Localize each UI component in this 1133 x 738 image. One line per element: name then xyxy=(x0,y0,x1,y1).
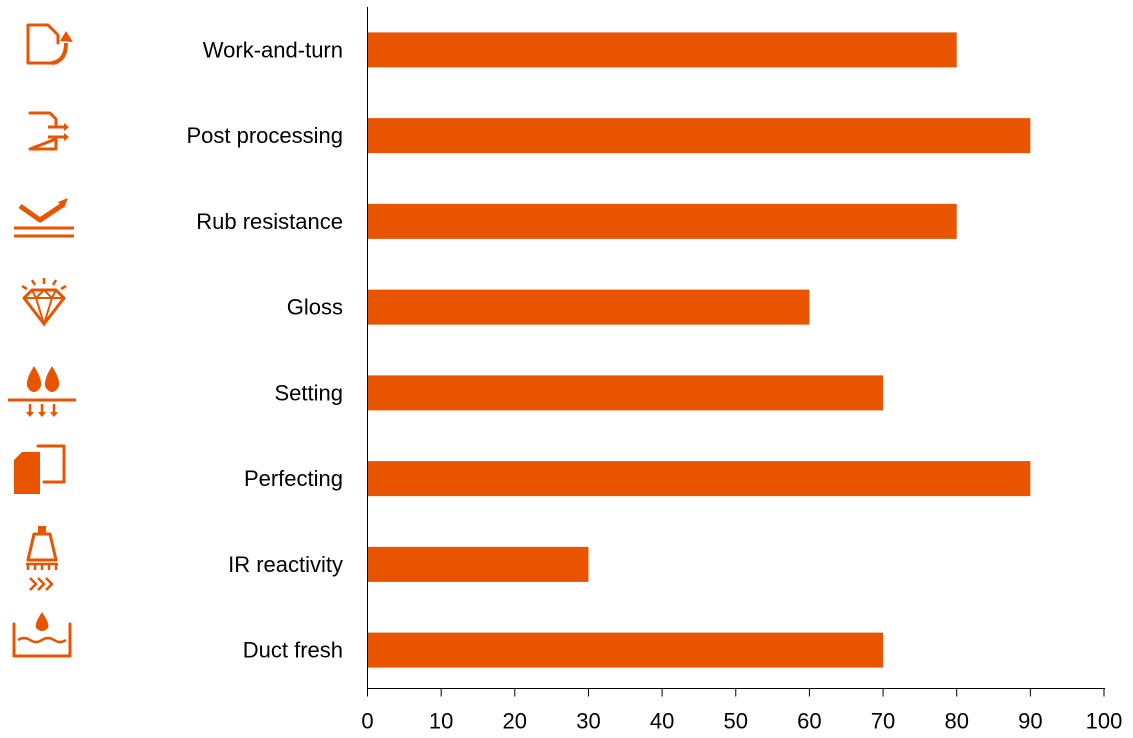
bar-rub-resistance xyxy=(367,203,957,239)
category-label: Work-and-turn xyxy=(203,37,343,62)
category-label: Gloss xyxy=(287,295,343,320)
category-label: Post processing xyxy=(186,123,343,148)
x-tick-label: 100 xyxy=(1086,709,1123,734)
category-label: Duct fresh xyxy=(243,638,343,663)
category-label: Perfecting xyxy=(244,466,343,491)
bar-perfecting xyxy=(367,461,1031,497)
x-tick-label: 80 xyxy=(944,709,968,734)
ir-lamp-icon xyxy=(26,526,58,591)
x-axis-ticks: 0 10 20 30 40 50 60 70 80 90 100 xyxy=(361,688,1123,734)
perfecting-icon xyxy=(14,444,66,494)
x-tick-label: 60 xyxy=(797,709,821,734)
bar-ir-reactivity xyxy=(367,546,589,582)
x-tick-label: 70 xyxy=(871,709,895,734)
post-processing-icon xyxy=(28,111,69,151)
bars xyxy=(367,32,1031,668)
x-tick-label: 10 xyxy=(429,709,453,734)
x-tick-label: 40 xyxy=(650,709,674,734)
duct-fresh-icon xyxy=(12,612,72,658)
category-label: Setting xyxy=(275,380,344,405)
x-tick-label: 30 xyxy=(576,709,600,734)
x-tick-label: 50 xyxy=(724,709,748,734)
setting-drops-icon xyxy=(8,366,76,417)
gloss-diamond-icon xyxy=(21,278,67,328)
category-label: IR reactivity xyxy=(228,552,343,577)
bar-duct-fresh xyxy=(367,632,884,668)
x-tick-label: 20 xyxy=(503,709,527,734)
category-icons xyxy=(8,23,76,658)
category-labels: Work-and-turn Post processing Rub resistan… xyxy=(186,37,343,662)
x-tick-label: 0 xyxy=(361,709,373,734)
rub-resistance-icon xyxy=(14,198,74,238)
bar-work-and-turn xyxy=(367,32,957,68)
bar-post-processing xyxy=(367,118,1031,154)
x-tick-label: 90 xyxy=(1018,709,1042,734)
work-and-turn-icon xyxy=(26,23,73,65)
category-label: Rub resistance xyxy=(196,209,343,234)
bar-setting xyxy=(367,375,884,411)
bar-gloss xyxy=(367,289,810,325)
